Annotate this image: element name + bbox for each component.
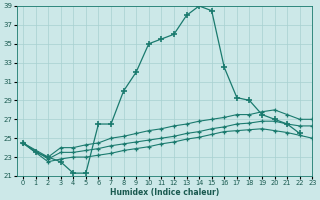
X-axis label: Humidex (Indice chaleur): Humidex (Indice chaleur) [110,188,219,197]
